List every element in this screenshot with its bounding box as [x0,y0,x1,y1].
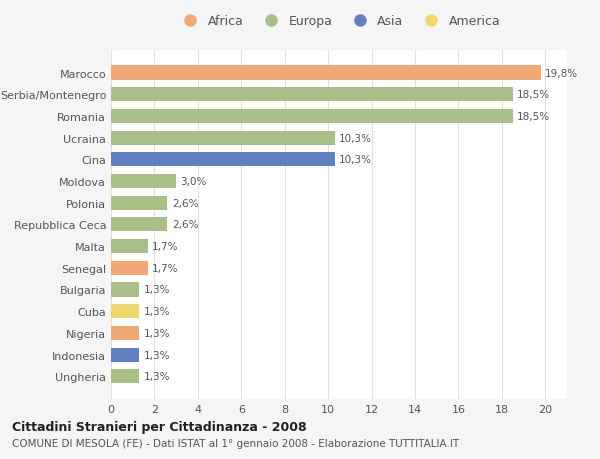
Text: 1,3%: 1,3% [143,307,170,317]
Text: 2,6%: 2,6% [172,198,198,208]
Bar [111,174,176,189]
Legend: Africa, Europa, Asia, America: Africa, Europa, Asia, America [174,11,504,32]
Text: 1,7%: 1,7% [152,263,179,273]
Bar [111,304,139,319]
Bar [111,153,335,167]
Text: 1,7%: 1,7% [152,241,179,252]
Text: 18,5%: 18,5% [517,90,550,100]
Text: 10,3%: 10,3% [339,155,372,165]
Bar [111,369,139,383]
Text: 1,3%: 1,3% [143,371,170,381]
Bar [111,261,148,275]
Text: COMUNE DI MESOLA (FE) - Dati ISTAT al 1° gennaio 2008 - Elaborazione TUTTITALIA.: COMUNE DI MESOLA (FE) - Dati ISTAT al 1°… [12,438,459,448]
Text: 2,6%: 2,6% [172,220,198,230]
Bar [111,240,148,253]
Bar [111,67,541,80]
Text: 19,8%: 19,8% [545,68,578,78]
Bar [111,326,139,340]
Bar [111,88,513,102]
Text: 18,5%: 18,5% [517,112,550,122]
Bar [111,110,513,124]
Text: 3,0%: 3,0% [181,177,207,187]
Text: Cittadini Stranieri per Cittadinanza - 2008: Cittadini Stranieri per Cittadinanza - 2… [12,420,307,433]
Text: 1,3%: 1,3% [143,285,170,295]
Text: 10,3%: 10,3% [339,133,372,143]
Bar [111,283,139,297]
Bar [111,196,167,210]
Bar [111,348,139,362]
Text: 1,3%: 1,3% [143,328,170,338]
Bar [111,131,335,146]
Text: 1,3%: 1,3% [143,350,170,360]
Bar [111,218,167,232]
